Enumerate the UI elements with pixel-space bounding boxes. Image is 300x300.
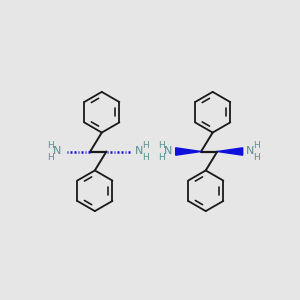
Text: N: N bbox=[135, 146, 143, 157]
Text: H: H bbox=[158, 140, 165, 149]
Polygon shape bbox=[217, 148, 243, 155]
Text: N: N bbox=[164, 146, 172, 157]
Text: H: H bbox=[253, 154, 260, 163]
Text: H: H bbox=[253, 140, 260, 149]
Text: H: H bbox=[142, 154, 149, 163]
Text: H: H bbox=[142, 140, 149, 149]
Text: H: H bbox=[48, 154, 54, 163]
Text: N: N bbox=[246, 146, 254, 157]
Text: N: N bbox=[53, 146, 61, 157]
Text: H: H bbox=[48, 140, 54, 149]
Text: H: H bbox=[158, 154, 165, 163]
Polygon shape bbox=[176, 148, 201, 155]
